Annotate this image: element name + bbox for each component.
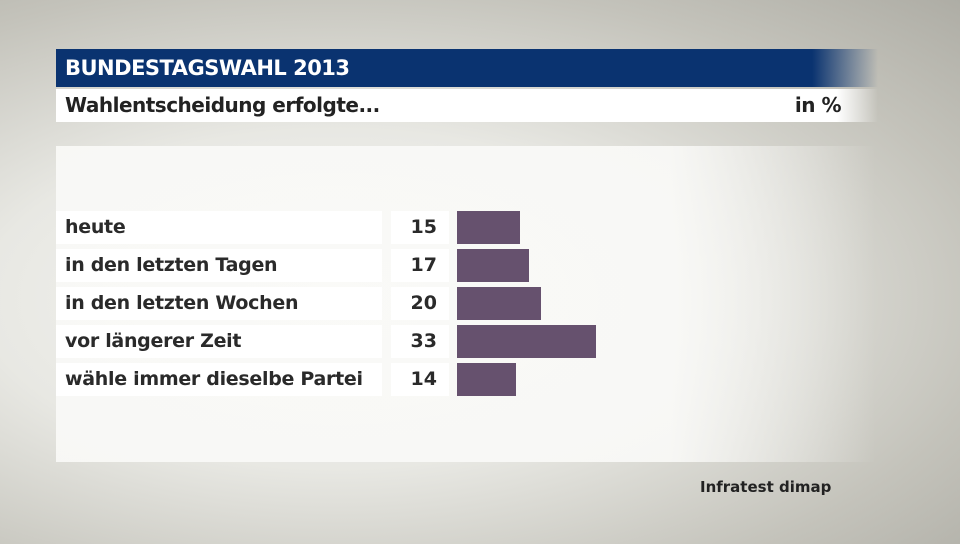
value-label: 15 (391, 211, 449, 244)
bar (457, 363, 517, 396)
bar (457, 287, 542, 320)
subtitle-text: Wahlentscheidung erfolgte... (65, 93, 380, 117)
value-label: 20 (391, 287, 449, 320)
chart-subtitle: Wahlentscheidung erfolgte... in % (56, 89, 878, 122)
value-label: 33 (391, 325, 449, 358)
category-label: heute (56, 211, 382, 244)
source-label: Infratest dimap (700, 478, 832, 496)
value-label: 17 (391, 249, 449, 282)
value-label: 14 (391, 363, 449, 396)
category-label: in den letzten Wochen (56, 287, 382, 320)
bar (457, 211, 521, 244)
category-label: vor längerer Zeit (56, 325, 382, 358)
category-label: wähle immer dieselbe Partei (56, 363, 382, 396)
bar (457, 325, 597, 358)
unit-label: in % (794, 93, 842, 117)
bar (457, 249, 529, 282)
category-label: in den letzten Tagen (56, 249, 382, 282)
chart-title: BUNDESTAGSWAHL 2013 (56, 49, 878, 87)
